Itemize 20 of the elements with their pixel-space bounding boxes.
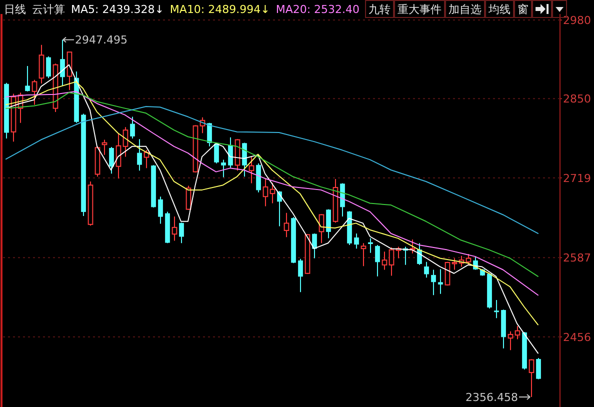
text: MA20: 2532.40 [276, 3, 360, 16]
chart-subtitle: 日线 [4, 3, 26, 16]
chart-title: 云计算 [32, 3, 65, 16]
annotation: 重大事件 [398, 3, 442, 16]
text: MA10: 2489.994↓ [170, 3, 270, 16]
y-tick-label: 2719 [563, 172, 591, 185]
annotation: 九转 [368, 3, 391, 16]
annotation: 2947.495 [75, 34, 128, 47]
annotation: 窗 [518, 3, 529, 16]
y-tick-label: 2456 [563, 330, 591, 344]
line-series [6, 64, 538, 354]
annotation: 均线 [488, 3, 511, 16]
annotation: 2356.458 [466, 391, 518, 404]
annotation: 加自选 [448, 3, 482, 16]
y-tick-label: 2850 [563, 92, 591, 106]
y-tick-label: 2587 [563, 252, 591, 265]
y-tick-label: 2980 [563, 14, 591, 28]
text: MA5: 2439.328↓ [71, 3, 164, 16]
line-series [6, 81, 538, 326]
line-series [6, 106, 538, 234]
